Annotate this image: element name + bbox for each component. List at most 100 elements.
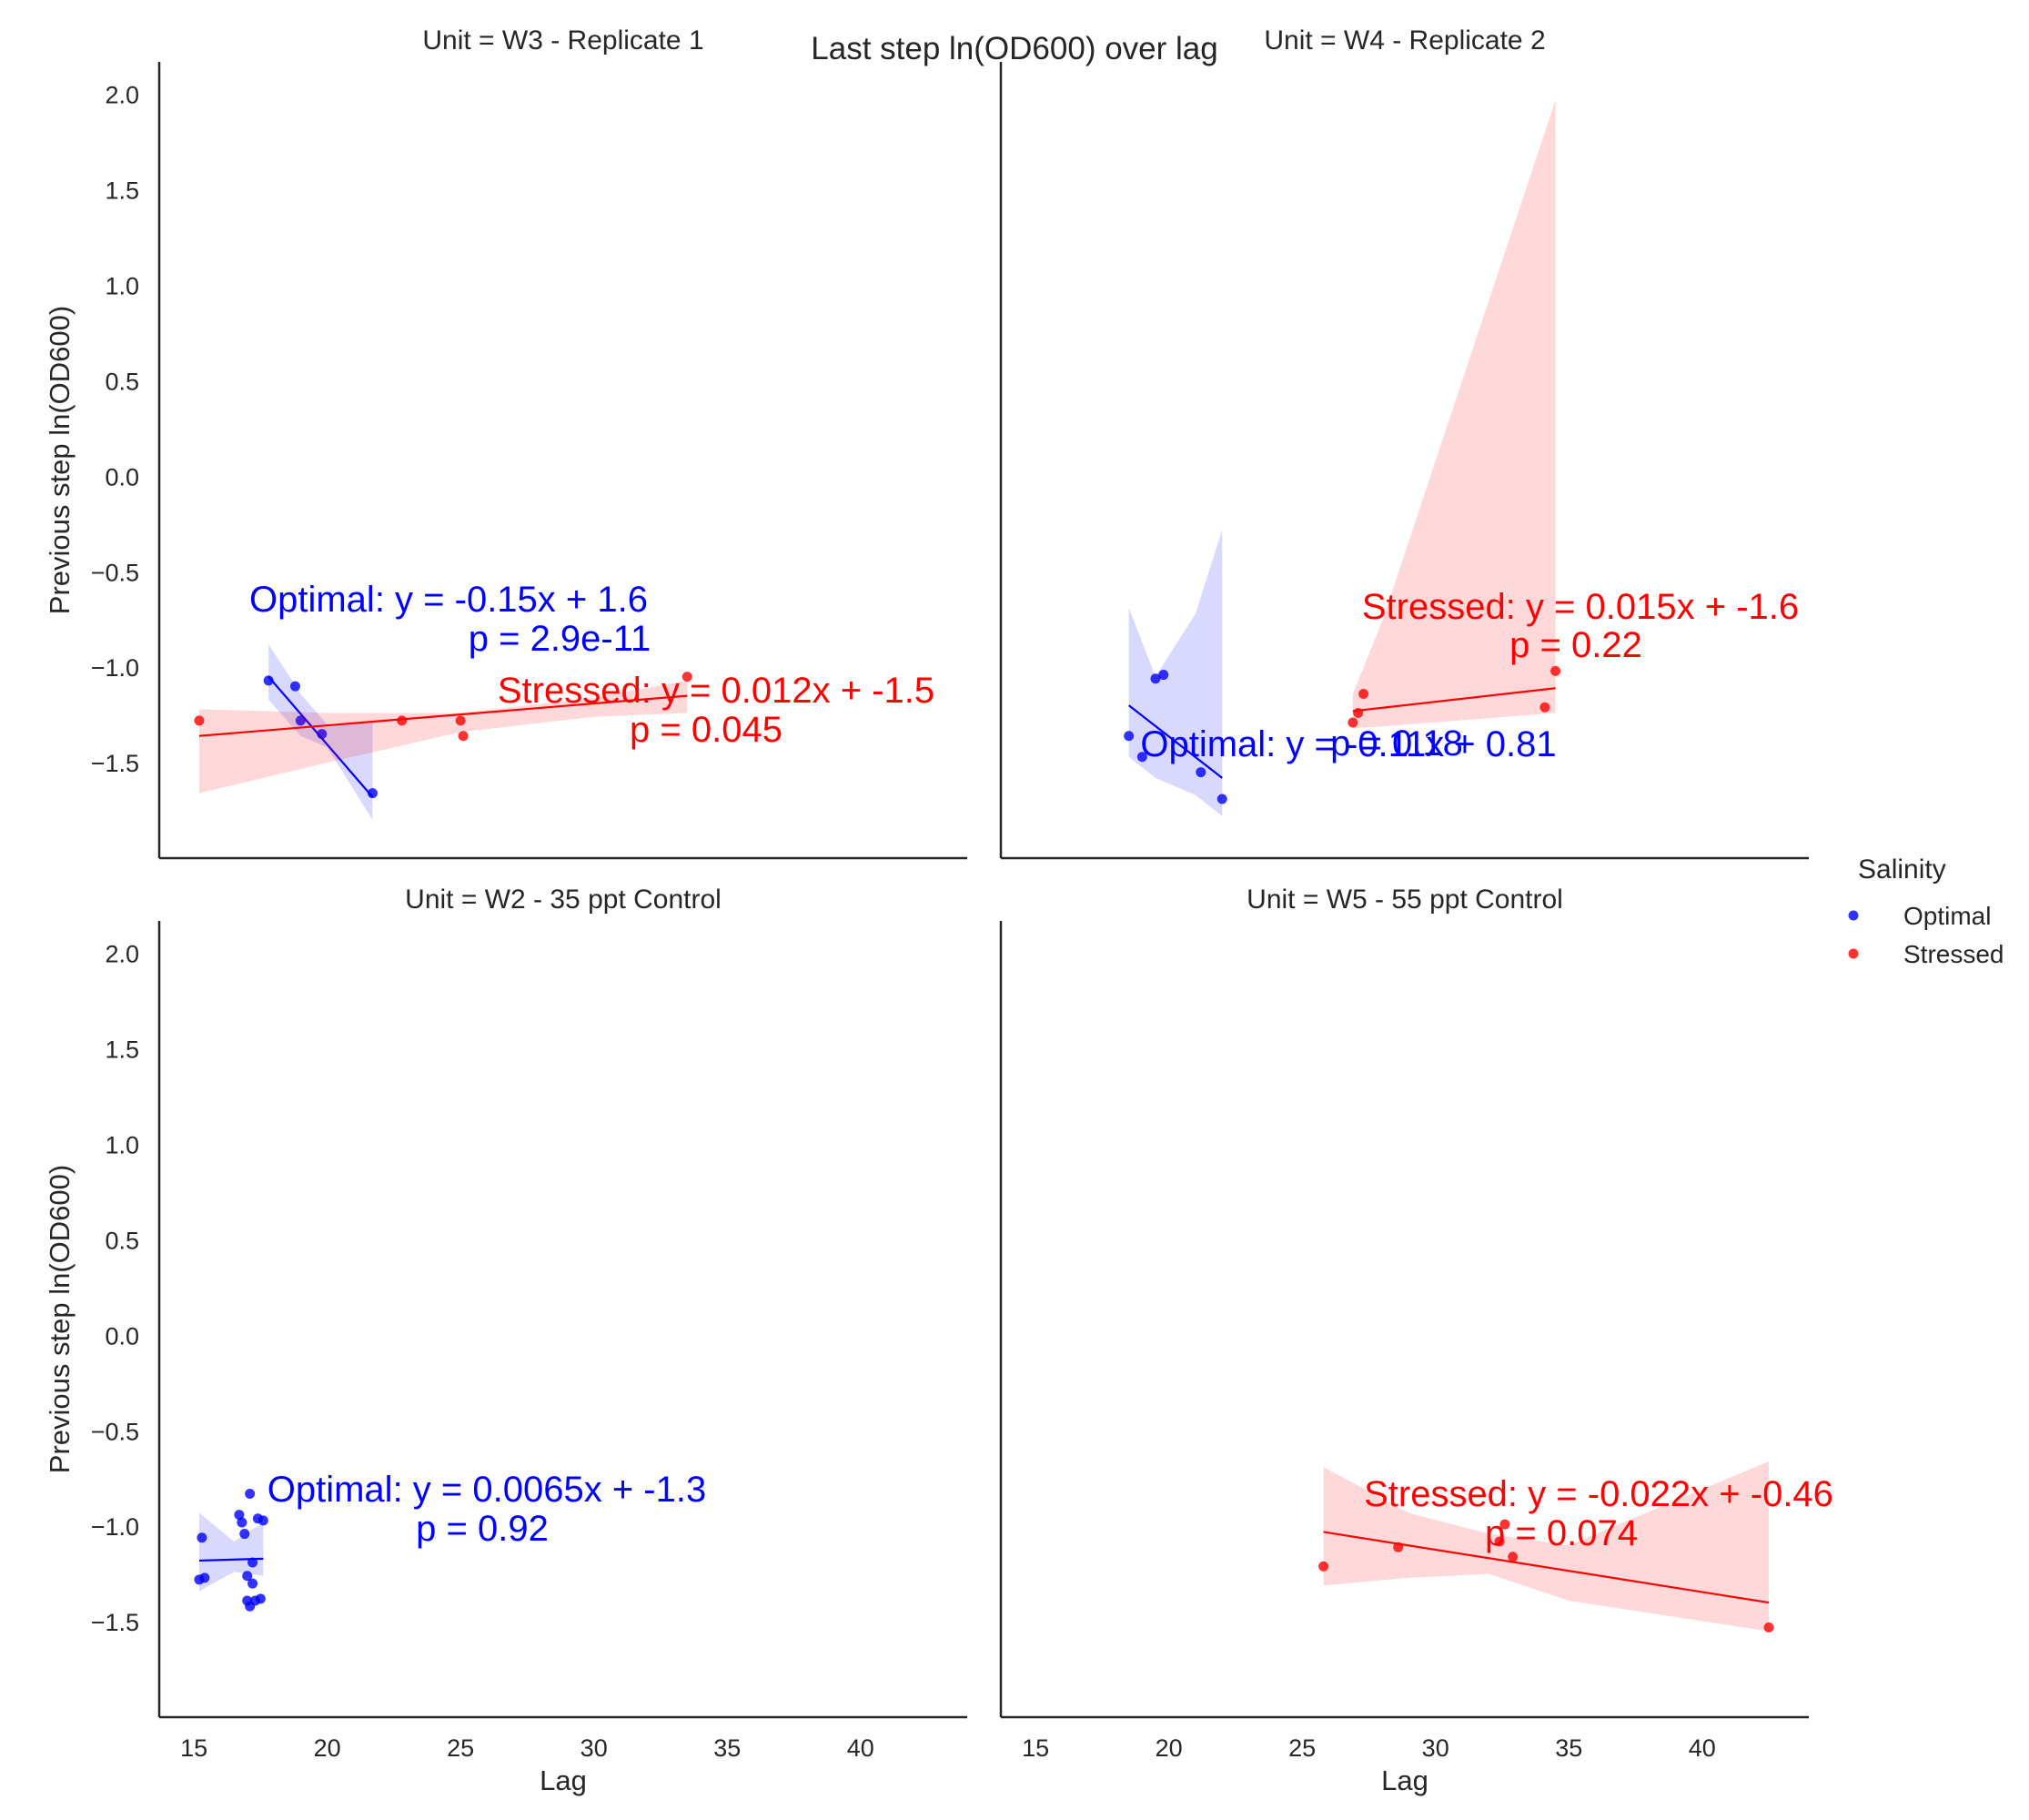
annotation-optimal-equation: Optimal: y = 0.0065x + -1.3 — [268, 1470, 706, 1510]
annotation-stressed-equation: Stressed: y = -0.022x + -0.46 — [1364, 1474, 1833, 1514]
data-point-stressed — [1348, 717, 1358, 728]
data-point-stressed — [1494, 1536, 1505, 1547]
data-point-stressed — [194, 715, 205, 726]
regression-line-stressed — [1352, 687, 1556, 713]
x-tick-label: 40 — [847, 1734, 874, 1762]
y-tick-label: 1.5 — [105, 177, 139, 205]
legend-title: Salinity — [1858, 854, 1946, 885]
x-tick-label: 15 — [180, 1734, 207, 1762]
data-point-optimal — [247, 1578, 258, 1589]
legend: Salinity Optimal Stressed — [1848, 854, 2004, 968]
y-tick-label: −1.5 — [91, 1609, 139, 1636]
data-point-optimal — [245, 1488, 256, 1499]
y-tick-label: 0.5 — [105, 368, 139, 395]
x-tick-label: 20 — [314, 1734, 341, 1762]
panel-title: Unit = W3 - Replicate 1 — [422, 25, 703, 56]
annotation-stressed-pvalue: p = 0.22 — [1509, 625, 1642, 665]
x-axis-label: Lag — [1381, 1764, 1428, 1796]
data-point-stressed — [1353, 708, 1364, 719]
data-point-optimal — [237, 1517, 247, 1528]
confidence-band-optimal — [1128, 530, 1223, 816]
legend-marker-stressed — [1848, 948, 1859, 959]
y-tick-label: 0.5 — [105, 1227, 139, 1254]
data-point-optimal — [199, 1572, 210, 1583]
data-point-stressed — [1763, 1622, 1774, 1633]
y-tick-label: −0.5 — [91, 1418, 139, 1445]
data-point-optimal — [317, 729, 328, 740]
data-point-optimal — [1158, 670, 1169, 681]
x-tick-label: 25 — [1288, 1734, 1316, 1762]
y-tick-label: −1.0 — [91, 654, 139, 682]
panel-0: Unit = W3 - Replicate 1 Optimal: y = -0.1… — [44, 25, 967, 860]
panel-3: Unit = W5 - 55 ppt Control Stressed: y = … — [999, 885, 1833, 1796]
annotation-optimal-pvalue: p = 2.9e-11 — [469, 619, 651, 659]
legend-label-optimal: Optimal — [1903, 902, 1991, 930]
y-tick-label: 2.0 — [105, 941, 139, 968]
data-point-stressed — [1358, 689, 1369, 700]
y-axis-label: Previous step ln(OD600) — [44, 306, 76, 614]
confidence-band-stressed — [198, 680, 688, 794]
data-point-optimal — [247, 1557, 258, 1568]
y-tick-label: −0.5 — [91, 559, 139, 586]
annotation-optimal-pvalue: p = 0.18 — [1330, 723, 1463, 763]
figure-title: Last step ln(OD600) over lag — [811, 31, 1217, 66]
panel-title: Unit = W5 - 55 ppt Control — [1247, 885, 1563, 915]
annotation-stressed-equation: Stressed: y = 0.012x + -1.5 — [498, 671, 934, 711]
annotation-stressed-equation: Stressed: y = 0.015x + -1.6 — [1362, 587, 1799, 627]
x-tick-label: 40 — [1689, 1734, 1716, 1762]
panel-1: Unit = W4 - Replicate 2 Optimal: y = -0.1… — [999, 25, 1809, 860]
panel-2: Unit = W2 - 35 ppt Control Optimal: y = 0… — [44, 885, 967, 1796]
data-point-stressed — [1318, 1561, 1329, 1572]
y-axis-label: Previous step ln(OD600) — [44, 1165, 76, 1473]
x-tick-label: 35 — [713, 1734, 741, 1762]
y-tick-label: 1.0 — [105, 273, 139, 300]
data-point-optimal — [1216, 794, 1227, 804]
annotation-optimal-pvalue: p = 0.92 — [416, 1509, 549, 1549]
panels-layer: Unit = W3 - Replicate 1 Optimal: y = -0.1… — [44, 25, 1833, 1796]
data-point-optimal — [197, 1532, 207, 1543]
data-point-stressed — [455, 715, 466, 726]
annotation-optimal-equation: Optimal: y = -0.11x + 0.81 — [1140, 724, 1556, 764]
confidence-band-stressed — [1323, 1461, 1770, 1632]
x-tick-label: 30 — [1422, 1734, 1449, 1762]
confidence-band-stressed — [1352, 99, 1556, 729]
y-tick-label: 2.0 — [105, 82, 139, 109]
annotation-optimal-equation: Optimal: y = -0.15x + 1.6 — [249, 580, 648, 620]
data-point-optimal — [295, 715, 306, 726]
data-point-optimal — [255, 1593, 266, 1604]
y-tick-label: −1.0 — [91, 1513, 139, 1541]
y-tick-label: 0.0 — [105, 463, 139, 490]
annotation-stressed-pvalue: p = 0.074 — [1485, 1513, 1638, 1553]
data-point-stressed — [1499, 1519, 1510, 1530]
data-point-stressed — [1508, 1552, 1519, 1562]
y-tick-label: 0.0 — [105, 1322, 139, 1350]
data-point-optimal — [263, 675, 274, 686]
data-point-optimal — [1124, 731, 1135, 742]
x-axis-label: Lag — [540, 1764, 587, 1796]
x-tick-label: 20 — [1156, 1734, 1183, 1762]
x-tick-label: 15 — [1022, 1734, 1049, 1762]
data-point-stressed — [397, 715, 408, 726]
y-tick-label: −1.5 — [91, 750, 139, 777]
data-point-optimal — [1136, 752, 1147, 763]
data-point-optimal — [242, 1571, 253, 1582]
data-point-optimal — [1150, 673, 1161, 684]
regression-line-optimal — [1127, 704, 1223, 779]
data-point-optimal — [234, 1510, 245, 1521]
x-tick-label: 25 — [447, 1734, 474, 1762]
data-point-stressed — [1539, 702, 1550, 713]
data-point-stressed — [1393, 1542, 1404, 1552]
data-point-optimal — [1196, 767, 1206, 778]
x-tick-label: 35 — [1555, 1734, 1582, 1762]
data-point-stressed — [458, 731, 469, 742]
y-tick-label: 1.5 — [105, 1036, 139, 1064]
data-point-optimal — [289, 681, 300, 692]
data-point-optimal — [239, 1529, 250, 1540]
panel-title: Unit = W2 - 35 ppt Control — [405, 885, 722, 915]
data-point-stressed — [1550, 665, 1561, 676]
data-point-optimal — [257, 1515, 268, 1526]
y-tick-label: 1.0 — [105, 1132, 139, 1159]
data-point-optimal — [367, 788, 378, 799]
annotation-stressed-pvalue: p = 0.045 — [630, 710, 782, 750]
